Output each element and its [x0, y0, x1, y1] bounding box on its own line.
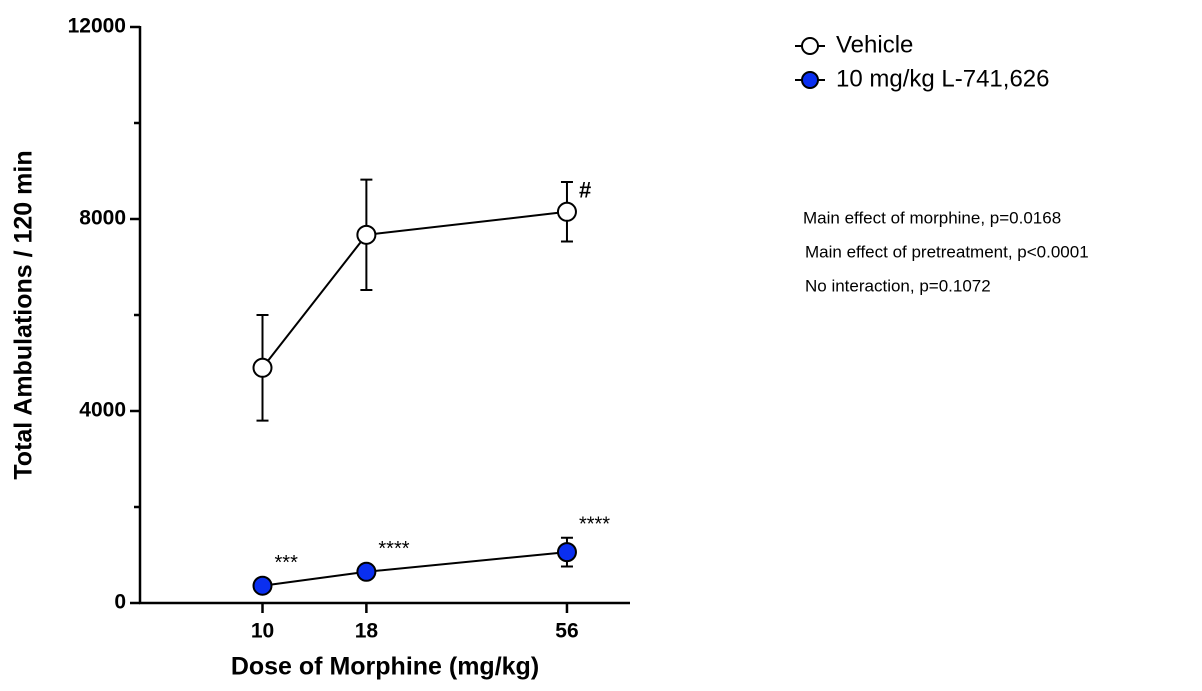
series-line — [261, 210, 568, 369]
y-tick-label: 8000 — [79, 207, 126, 230]
x-tick-label: 18 — [355, 620, 379, 643]
significance-label: **** — [579, 513, 610, 535]
data-point — [556, 542, 577, 563]
y-axis-title: Total Ambulations / 120 min — [10, 150, 38, 479]
x-tick-label: 10 — [251, 620, 274, 643]
x-tick-label: 56 — [555, 620, 578, 643]
stat-note: Main effect of morphine, p=0.0168 — [803, 208, 1061, 227]
stat-note: Main effect of pretreatment, p<0.0001 — [805, 242, 1089, 261]
significance-label: # — [579, 178, 591, 203]
y-tick-label: 4000 — [79, 399, 126, 422]
legend-marker — [801, 37, 819, 55]
series-line — [262, 551, 568, 587]
legend-label: Vehicle — [836, 31, 913, 58]
significance-label: *** — [275, 552, 299, 574]
legend-marker — [801, 71, 819, 89]
y-tick-label: 0 — [114, 591, 126, 614]
data-point — [252, 575, 273, 596]
significance-label: **** — [378, 538, 409, 560]
data-point — [356, 224, 377, 245]
legend-label: 10 mg/kg L-741,626 — [836, 65, 1049, 92]
data-point — [356, 561, 377, 582]
x-axis-title: Dose of Morphine (mg/kg) — [231, 653, 539, 681]
stat-note: No interaction, p=0.1072 — [805, 276, 991, 295]
data-point — [252, 357, 273, 378]
data-point — [556, 201, 577, 222]
y-tick-label: 12000 — [68, 15, 126, 38]
